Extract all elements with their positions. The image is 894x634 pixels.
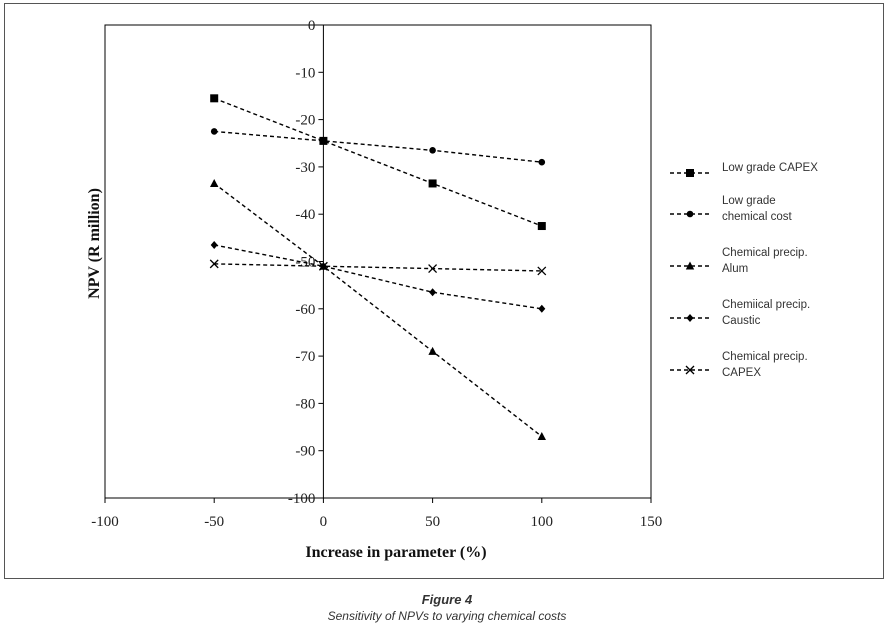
data-point — [428, 264, 438, 274]
data-point — [209, 259, 219, 269]
legend-label: Low grade CAPEX — [722, 162, 818, 174]
data-point — [210, 94, 219, 103]
plot-area-border — [104, 24, 652, 499]
legend-item: Low grade CAPEX — [670, 162, 818, 177]
x-tick-label: -50 — [204, 514, 224, 530]
legend-marker — [685, 365, 695, 375]
y-tick-label: 0 — [308, 18, 316, 34]
legend-label: Chemical precip. — [722, 351, 808, 363]
series-4 — [209, 259, 547, 276]
legend-item: Low grade chemical cost — [670, 195, 792, 223]
legend-label: chemical cost — [722, 211, 792, 223]
x-tick-label: 150 — [640, 514, 663, 530]
x-tick-label: 0 — [320, 514, 328, 530]
legend-item: Chemiical precip. Caustic — [670, 299, 810, 327]
data-point — [537, 266, 547, 276]
legend-label: Low grade — [722, 195, 776, 207]
legend-marker — [686, 169, 694, 177]
data-point — [538, 304, 546, 313]
legend-item: Chemical precip. Alum — [670, 247, 808, 275]
data-point — [210, 240, 218, 249]
legend-label: Caustic — [722, 315, 761, 327]
x-tick-label: 100 — [531, 514, 554, 530]
data-point — [318, 261, 328, 271]
y-axis-title: NPV (R million) — [86, 188, 103, 299]
data-point — [538, 158, 546, 166]
legend-label: Chemiical precip. — [722, 299, 810, 311]
series-1 — [210, 128, 546, 166]
series-line — [214, 244, 542, 310]
legend-marker — [685, 261, 695, 270]
series-2 — [210, 178, 546, 441]
chart-frame — [4, 3, 884, 579]
x-axis-title: Increase in parameter (%) — [305, 544, 486, 561]
y-tick-label: -70 — [295, 349, 315, 365]
legend-label: CAPEX — [722, 367, 761, 379]
legend-marker — [686, 314, 694, 322]
y-tick-label: -80 — [295, 396, 315, 412]
axes: 0-10-20-30-40-50-60-70-80-90-100-100 -50 0… — [86, 18, 662, 561]
y-tick-label: -10 — [295, 65, 315, 81]
y-tick-label: -30 — [295, 160, 315, 176]
x-marker-stroke — [318, 261, 328, 271]
x-marker-stroke — [209, 259, 219, 269]
legend-marker — [686, 210, 694, 218]
series-0 — [210, 94, 546, 231]
legend-label: Chemical precip. — [722, 247, 808, 259]
legend-item: Chemical precip. CAPEX — [670, 351, 808, 379]
series-line — [214, 130, 542, 163]
sensitivity-chart: 0-10-20-30-40-50-60-70-80-90-100-100 -50 0… — [86, 18, 818, 561]
figure-label: Figure 4 — [421, 592, 473, 607]
data-point — [320, 137, 327, 145]
y-tick-label: -100 — [288, 491, 316, 507]
data-point — [429, 147, 436, 154]
series-line — [214, 263, 542, 272]
y-tick-label: -60 — [295, 302, 315, 318]
x-tick-label: 50 — [425, 514, 440, 530]
legend: Low grade CAPEX Low grade chemical cost Che… — [670, 162, 818, 379]
x-marker-stroke — [428, 264, 438, 274]
data-point — [428, 179, 437, 188]
x-marker-stroke — [685, 365, 695, 375]
figure-caption-text: Sensitivity of NPVs to varying chemical … — [327, 609, 567, 623]
y-tick-label: -20 — [295, 113, 315, 129]
x-marker-stroke — [537, 266, 547, 276]
data-point — [428, 346, 437, 355]
data-point — [210, 128, 218, 135]
data-point — [429, 288, 437, 297]
data-point — [537, 432, 546, 441]
series-layer — [209, 94, 547, 441]
series-line — [213, 182, 543, 438]
figure-caption: Figure 4 Sensitivity of NPVs to varying … — [0, 592, 894, 624]
legend-label: Alum — [722, 263, 748, 275]
data-point — [537, 222, 546, 231]
y-tick-label: -40 — [295, 207, 315, 223]
y-tick-label: -90 — [295, 444, 315, 460]
series-line — [213, 97, 543, 227]
x-tick-label: -100 — [91, 514, 119, 530]
series-3 — [210, 240, 546, 313]
data-point — [210, 178, 219, 187]
